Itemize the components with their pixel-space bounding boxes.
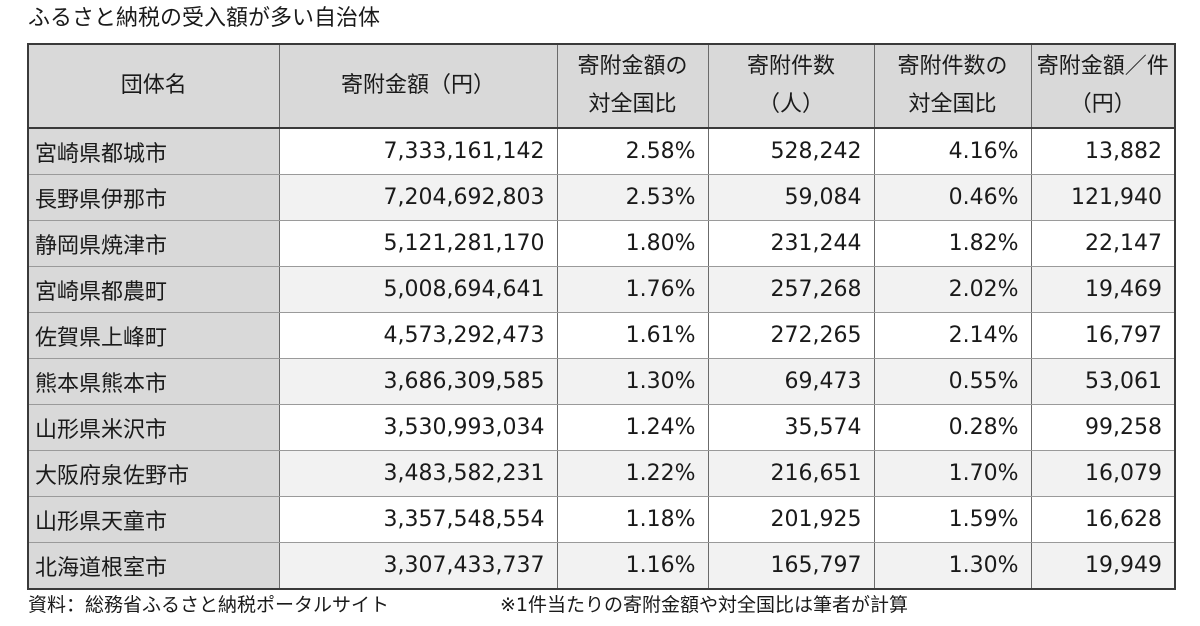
table-row: 熊本県熊本市 3,686,309,585 1.30% 69,473 0.55% 53,06… bbox=[27, 358, 1176, 405]
value-cell: 1.61% bbox=[556, 312, 709, 359]
header-cell: 寄附件数の 対全国比 bbox=[873, 43, 1032, 129]
value-cell: 0.55% bbox=[873, 358, 1032, 405]
header-cell: 寄附件数 （人） bbox=[707, 43, 875, 129]
table-row: 宮崎県都城市 7,333,161,142 2.58% 528,242 4.16% 13,8… bbox=[27, 128, 1176, 175]
header-line: 寄附件数の bbox=[897, 54, 1008, 79]
value-cell: 3,307,433,737 bbox=[278, 542, 558, 590]
value-cell: 69,473 bbox=[707, 358, 875, 405]
header-line: 寄附金額（円） bbox=[340, 73, 495, 98]
value-cell: 99,258 bbox=[1030, 404, 1176, 451]
value-cell: 1.70% bbox=[873, 450, 1032, 497]
value-cell: 1.76% bbox=[556, 266, 709, 313]
municipality-name-cell: 山形県米沢市 bbox=[27, 404, 280, 451]
value-cell: 1.80% bbox=[556, 220, 709, 267]
header-cell: 寄附金額（円） bbox=[278, 43, 558, 129]
value-cell: 5,121,281,170 bbox=[278, 220, 558, 267]
value-cell: 231,244 bbox=[707, 220, 875, 267]
value-cell: 121,940 bbox=[1030, 174, 1176, 221]
municipality-name-cell: 宮崎県都城市 bbox=[27, 128, 280, 175]
value-cell: 0.46% bbox=[873, 174, 1032, 221]
data-table: 団体名 寄附金額（円） 寄附金額の 対全国比 寄附件数 （人） 寄附件数の 対全国比 … bbox=[27, 43, 1176, 590]
value-cell: 3,483,582,231 bbox=[278, 450, 558, 497]
table-row: 山形県天童市 3,357,548,554 1.18% 201,925 1.59% 16,6… bbox=[27, 496, 1176, 543]
value-cell: 5,008,694,641 bbox=[278, 266, 558, 313]
value-cell: 1.22% bbox=[556, 450, 709, 497]
table-row: 佐賀県上峰町 4,573,292,473 1.61% 272,265 2.14% 16,7… bbox=[27, 312, 1176, 359]
value-cell: 2.02% bbox=[873, 266, 1032, 313]
value-cell: 1.16% bbox=[556, 542, 709, 590]
value-cell: 257,268 bbox=[707, 266, 875, 313]
value-cell: 1.59% bbox=[873, 496, 1032, 543]
value-cell: 3,357,548,554 bbox=[278, 496, 558, 543]
header-line: 対全国比 bbox=[588, 92, 677, 117]
value-cell: 272,265 bbox=[707, 312, 875, 359]
value-cell: 528,242 bbox=[707, 128, 875, 175]
value-cell: 16,628 bbox=[1030, 496, 1176, 543]
municipality-name-cell: 長野県伊那市 bbox=[27, 174, 280, 221]
municipality-name-cell: 宮崎県都農町 bbox=[27, 266, 280, 313]
table-body: 宮崎県都城市 7,333,161,142 2.58% 528,242 4.16% 13,8… bbox=[27, 128, 1176, 590]
value-cell: 201,925 bbox=[707, 496, 875, 543]
value-cell: 4.16% bbox=[873, 128, 1032, 175]
table-row: 静岡県焼津市 5,121,281,170 1.80% 231,244 1.82% 22,1… bbox=[27, 220, 1176, 267]
header-cell: 寄附金額の 対全国比 bbox=[556, 43, 709, 129]
header-line: 寄附件数 bbox=[746, 54, 835, 79]
value-cell: 216,651 bbox=[707, 450, 875, 497]
table-row: 山形県米沢市 3,530,993,034 1.24% 35,574 0.28% 99,25… bbox=[27, 404, 1176, 451]
value-cell: 59,084 bbox=[707, 174, 875, 221]
value-cell: 19,469 bbox=[1030, 266, 1176, 313]
value-cell: 0.28% bbox=[873, 404, 1032, 451]
table-row: 大阪府泉佐野市 3,483,582,231 1.22% 216,651 1.70% 16,… bbox=[27, 450, 1176, 497]
header-line: 対全国比 bbox=[908, 92, 997, 117]
value-cell: 2.53% bbox=[556, 174, 709, 221]
municipality-name-cell: 熊本県熊本市 bbox=[27, 358, 280, 405]
value-cell: 2.14% bbox=[873, 312, 1032, 359]
header-line: 寄附金額の bbox=[577, 54, 688, 79]
value-cell: 35,574 bbox=[707, 404, 875, 451]
header-row: 団体名 寄附金額（円） 寄附金額の 対全国比 寄附件数 （人） 寄附件数の 対全国比 … bbox=[27, 43, 1176, 129]
value-cell: 165,797 bbox=[707, 542, 875, 590]
municipality-name-cell: 静岡県焼津市 bbox=[27, 220, 280, 267]
value-cell: 3,530,993,034 bbox=[278, 404, 558, 451]
table-row: 北海道根室市 3,307,433,737 1.16% 165,797 1.30% 19,9… bbox=[27, 542, 1176, 590]
value-cell: 1.24% bbox=[556, 404, 709, 451]
header-line: 寄附金額／件 bbox=[1036, 54, 1169, 79]
table-row: 長野県伊那市 7,204,692,803 2.53% 59,084 0.46% 121,9… bbox=[27, 174, 1176, 221]
header-line: （人） bbox=[757, 92, 824, 117]
municipality-name-cell: 山形県天童市 bbox=[27, 496, 280, 543]
source-note: 資料：総務省ふるさと納税ポータルサイト bbox=[28, 594, 390, 616]
value-cell: 2.58% bbox=[556, 128, 709, 175]
value-cell: 7,333,161,142 bbox=[278, 128, 558, 175]
page-title: ふるさと納税の受入額が多い自治体 bbox=[28, 6, 381, 31]
value-cell: 1.18% bbox=[556, 496, 709, 543]
header-line: （円） bbox=[1069, 92, 1136, 117]
value-cell: 22,147 bbox=[1030, 220, 1176, 267]
value-cell: 13,882 bbox=[1030, 128, 1176, 175]
value-cell: 16,797 bbox=[1030, 312, 1176, 359]
municipality-name-cell: 大阪府泉佐野市 bbox=[27, 450, 280, 497]
value-cell: 1.30% bbox=[556, 358, 709, 405]
value-cell: 16,079 bbox=[1030, 450, 1176, 497]
value-cell: 53,061 bbox=[1030, 358, 1176, 405]
value-cell: 19,949 bbox=[1030, 542, 1176, 590]
municipality-name-cell: 佐賀県上峰町 bbox=[27, 312, 280, 359]
header-cell: 寄附金額／件 （円） bbox=[1030, 43, 1176, 129]
value-cell: 7,204,692,803 bbox=[278, 174, 558, 221]
value-cell: 3,686,309,585 bbox=[278, 358, 558, 405]
value-cell: 1.82% bbox=[873, 220, 1032, 267]
value-cell: 1.30% bbox=[873, 542, 1032, 590]
value-cell: 4,573,292,473 bbox=[278, 312, 558, 359]
table-row: 宮崎県都農町 5,008,694,641 1.76% 257,268 2.02% 19,4… bbox=[27, 266, 1176, 313]
header-line: 団体名 bbox=[120, 73, 187, 98]
header-cell: 団体名 bbox=[27, 43, 280, 129]
municipality-name-cell: 北海道根室市 bbox=[27, 542, 280, 590]
calculation-note: ※1件当たりの寄附金額や対全国比は筆者が計算 bbox=[500, 594, 909, 616]
